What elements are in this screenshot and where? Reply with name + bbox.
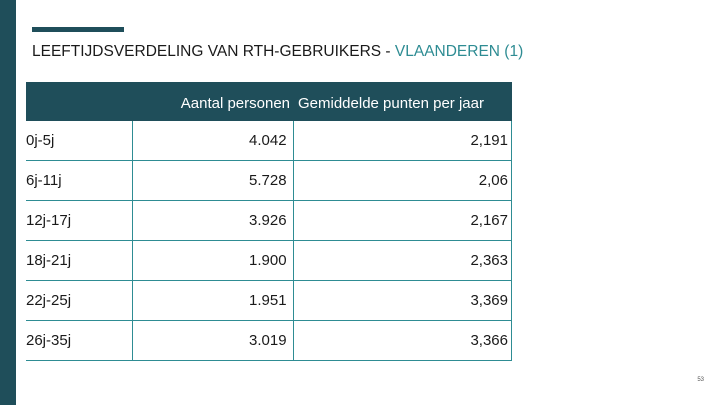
header-age-cell bbox=[26, 82, 132, 121]
header-points-cell: Gemiddelde punten per jaar bbox=[294, 82, 512, 121]
age-group-cell: 0j-5j bbox=[26, 132, 55, 149]
table-row: 0j-5j 4.042 2,191 bbox=[26, 121, 512, 161]
table-row: 26j-35j 3.019 3,366 bbox=[26, 321, 512, 361]
average-points-cell: 2,191 bbox=[294, 121, 512, 160]
average-points-cell: 2,167 bbox=[294, 201, 512, 240]
table-row: 22j-25j 1.951 3,369 bbox=[26, 281, 512, 321]
age-group-cell: 18j-21j bbox=[26, 252, 72, 269]
table-row: 6j-11j 5.728 2,06 bbox=[26, 161, 512, 201]
table-row: 12j-17j 3.926 2,167 bbox=[26, 201, 512, 241]
age-group-cell: 22j-25j bbox=[26, 292, 72, 309]
slide-title: LEEFTIJDSVERDELING VAN RTH-GEBRUIKERS - … bbox=[32, 43, 523, 61]
table-header-row: Aantal personen Gemiddelde punten per ja… bbox=[26, 82, 512, 121]
persons-count-cell: 1.900 bbox=[132, 241, 294, 280]
age-group-cell: 6j-11j bbox=[26, 172, 62, 189]
title-accent-line bbox=[32, 27, 124, 32]
title-main: LEEFTIJDSVERDELING VAN RTH-GEBRUIKERS - bbox=[32, 43, 395, 60]
age-group-cell: 12j-17j bbox=[26, 212, 72, 229]
left-accent-bar bbox=[0, 0, 16, 405]
header-persons-cell: Aantal personen bbox=[132, 82, 294, 121]
persons-count-cell: 5.728 bbox=[132, 161, 294, 200]
title-highlight: VLAANDEREN (1) bbox=[394, 43, 524, 60]
average-points-cell: 3,369 bbox=[294, 281, 512, 320]
page-number: 53 bbox=[697, 377, 704, 383]
age-distribution-table: Aantal personen Gemiddelde punten per ja… bbox=[26, 82, 512, 361]
average-points-cell: 2,06 bbox=[294, 161, 512, 200]
average-points-cell: 3,366 bbox=[294, 321, 512, 360]
age-group-cell: 26j-35j bbox=[26, 332, 72, 349]
persons-count-cell: 1.951 bbox=[132, 281, 294, 320]
persons-count-cell: 3.019 bbox=[132, 321, 294, 360]
persons-count-cell: 4.042 bbox=[132, 121, 294, 160]
average-points-cell: 2,363 bbox=[294, 241, 512, 280]
persons-count-cell: 3.926 bbox=[132, 201, 294, 240]
table-row: 18j-21j 1.900 2,363 bbox=[26, 241, 512, 281]
